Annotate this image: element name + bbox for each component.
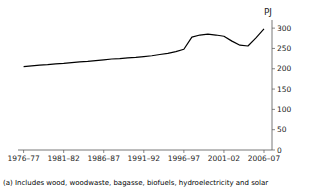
x-tick-label: 2001–02 — [208, 154, 241, 163]
y-tick-label: 300 — [277, 24, 292, 33]
y-tick — [272, 109, 275, 110]
y-tick — [272, 68, 275, 69]
x-tick-label: 1991–92 — [128, 154, 161, 163]
y-tick-label: 250 — [277, 44, 292, 53]
x-axis-line — [18, 150, 272, 151]
x-tick — [63, 150, 64, 153]
caption: (a) Includes wood, woodwaste, bagasse, b… — [3, 179, 268, 187]
y-tick — [272, 150, 275, 151]
x-tick — [143, 150, 144, 153]
y-tick — [272, 89, 275, 90]
y-tick-label: 200 — [277, 64, 292, 73]
plot-area — [24, 29, 264, 67]
x-tick-label: 1986–87 — [88, 154, 121, 163]
x-tick — [223, 150, 224, 153]
y-tick — [272, 48, 275, 49]
x-tick-label: 2006–07 — [248, 154, 281, 163]
data-line — [24, 29, 264, 67]
y-tick-label: 100 — [277, 105, 292, 114]
y-label: PJ — [264, 7, 272, 17]
x-tick — [263, 150, 264, 153]
y-axis-line — [272, 20, 273, 150]
x-tick — [23, 150, 24, 153]
y-tick-label: 0 — [277, 146, 282, 155]
x-tick — [103, 150, 104, 153]
x-tick-label: 1996–97 — [168, 154, 201, 163]
y-tick — [272, 129, 275, 130]
x-tick-label: 1976–77 — [7, 154, 40, 163]
y-tick-label: 50 — [277, 125, 287, 134]
y-tick-label: 150 — [277, 85, 292, 94]
chart: 1976–77 1981–82 1986–87 1991–92 1996–97 2001–… — [0, 0, 310, 189]
x-tick — [183, 150, 184, 153]
y-tick — [272, 28, 275, 29]
x-tick-label: 1981–82 — [47, 154, 80, 163]
